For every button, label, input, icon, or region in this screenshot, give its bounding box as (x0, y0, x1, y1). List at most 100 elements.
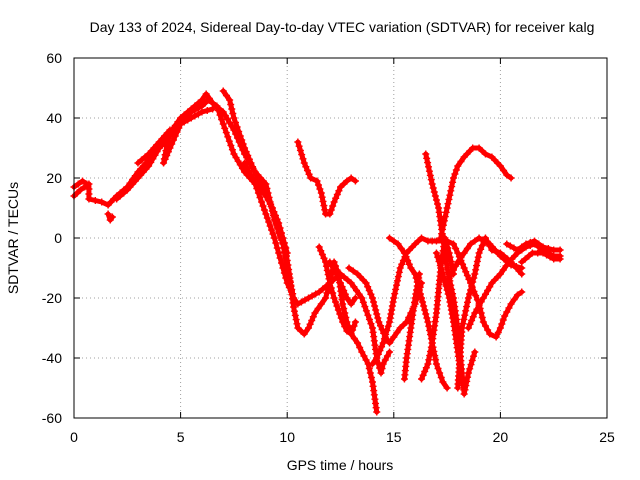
data-point (513, 291, 521, 299)
marker (484, 238, 492, 246)
marker (233, 123, 241, 131)
marker (254, 189, 262, 197)
marker (169, 136, 177, 144)
marker (384, 322, 392, 330)
data-point (315, 243, 323, 251)
data-point (198, 108, 206, 116)
data-point (539, 243, 547, 251)
data-point (394, 240, 402, 248)
marker (319, 197, 327, 205)
marker (226, 119, 234, 127)
marker (328, 262, 336, 270)
marker (478, 242, 486, 249)
data-point (518, 258, 526, 266)
data-point (209, 99, 217, 107)
marker (263, 214, 271, 222)
series-sat-v (503, 237, 564, 254)
data-point (386, 339, 394, 347)
marker (323, 266, 331, 274)
data-point (258, 198, 266, 206)
series-sat-j (326, 258, 359, 308)
marker (420, 302, 428, 310)
marker (415, 274, 423, 282)
data-series (70, 87, 564, 416)
data-point (400, 249, 408, 257)
marker (340, 305, 348, 312)
data-point (475, 234, 483, 242)
data-point (311, 309, 319, 317)
data-point (531, 237, 539, 245)
marker (426, 352, 434, 360)
marker (302, 163, 310, 171)
data-point (354, 339, 362, 347)
marker (282, 252, 290, 260)
marker (338, 283, 346, 291)
marker (263, 193, 271, 201)
data-point (447, 270, 455, 278)
marker (329, 289, 337, 297)
marker (258, 182, 266, 189)
marker (221, 112, 229, 120)
data-point (277, 234, 285, 242)
marker (427, 176, 435, 184)
marker (299, 155, 307, 163)
data-point (464, 324, 472, 332)
marker (164, 148, 172, 156)
y-tick-label: 20 (46, 170, 62, 186)
data-point (226, 96, 234, 104)
marker (440, 217, 448, 225)
marker (327, 284, 335, 292)
marker (525, 252, 533, 260)
marker (413, 282, 421, 290)
marker (163, 143, 171, 150)
marker (350, 283, 358, 291)
marker (180, 118, 188, 126)
marker (253, 185, 261, 192)
marker (235, 128, 243, 135)
marker (441, 213, 449, 221)
marker (330, 266, 338, 274)
marker (120, 189, 128, 197)
marker (484, 326, 492, 334)
marker (477, 298, 485, 306)
data-point (503, 240, 511, 248)
data-point (467, 240, 475, 248)
marker (394, 273, 402, 281)
x-axis-label: GPS time / hours (287, 457, 394, 473)
data-point (492, 333, 500, 341)
marker (510, 296, 518, 303)
x-tick-label: 10 (279, 429, 295, 445)
marker (462, 307, 470, 315)
data-point (300, 330, 308, 338)
marker (484, 287, 492, 294)
marker (393, 281, 401, 289)
marker (402, 253, 410, 261)
marker (175, 124, 183, 132)
marker (383, 326, 391, 334)
marker (452, 262, 460, 270)
data-point (294, 138, 302, 146)
marker (284, 261, 292, 269)
marker (473, 262, 481, 270)
data-point (334, 306, 342, 314)
data-point (411, 294, 419, 302)
data-point (479, 318, 487, 326)
series-track (220, 88, 380, 415)
data-point (275, 249, 283, 257)
marker (232, 154, 240, 162)
data-point (460, 249, 468, 257)
data-point (418, 294, 426, 302)
marker (434, 365, 442, 372)
data-point (432, 360, 440, 368)
marker (352, 287, 360, 294)
data-point (513, 246, 521, 254)
marker (505, 304, 513, 312)
marker (317, 247, 325, 255)
marker (285, 284, 293, 291)
marker (216, 105, 224, 113)
chart-title: Day 133 of 2024, Sidereal Day-to-day VTE… (90, 19, 595, 35)
data-point (556, 246, 564, 254)
marker (279, 239, 287, 246)
marker (492, 248, 500, 255)
marker (273, 244, 281, 252)
